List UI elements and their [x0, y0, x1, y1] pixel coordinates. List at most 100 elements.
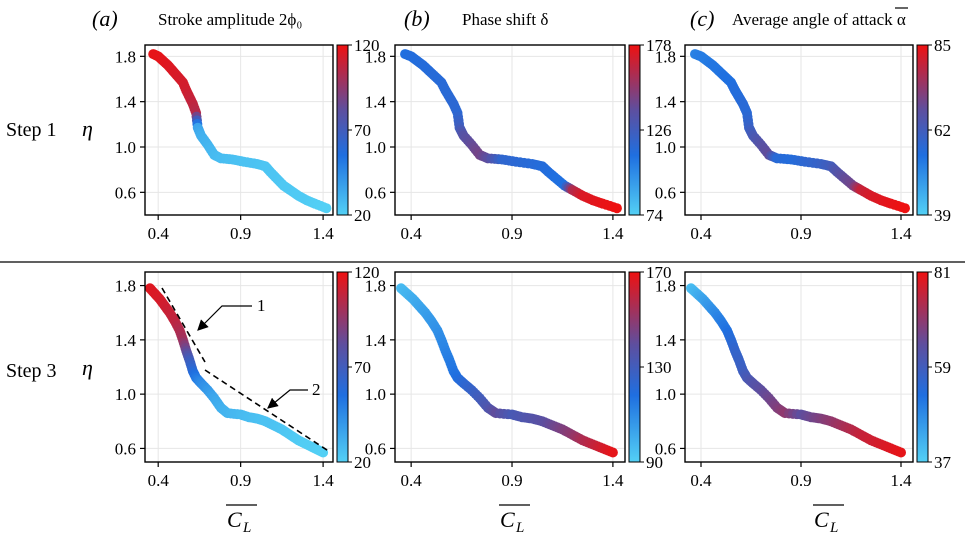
arrow-1 [197, 305, 252, 331]
x-tick-label: 1.4 [602, 471, 624, 490]
x-tick-label: 0.9 [790, 471, 811, 490]
colorbar-tick-label: 39 [934, 206, 951, 225]
colorbar-tick-label: 62 [934, 121, 951, 140]
colorbar-tick-label: 70 [354, 121, 371, 140]
y-tick-label: 1.4 [365, 331, 387, 350]
x-tick-label: 0.9 [230, 471, 251, 490]
xlabel-b: C L [499, 504, 530, 536]
colorbar-tick-label: 130 [646, 358, 672, 377]
y-tick-label: 1.4 [115, 93, 137, 112]
colorbar-tick-label: 37 [934, 453, 952, 472]
row-label-step1: Step 1 [6, 119, 57, 141]
data-point [611, 203, 622, 214]
xlabel-a: C L [226, 504, 257, 536]
colorbar [916, 44, 929, 216]
y-tick-label: 1.8 [655, 47, 676, 66]
y-tick-label: 1.0 [115, 138, 136, 157]
colorbar [916, 271, 929, 463]
data-point [896, 447, 906, 458]
svg-text:C: C [814, 507, 829, 532]
arrow-2 [267, 389, 308, 409]
x-tick-label: 0.9 [501, 224, 522, 243]
x-tick-label: 0.4 [401, 471, 423, 490]
x-tick-label: 0.4 [690, 224, 712, 243]
colorbar-tick-label: 20 [354, 206, 371, 225]
colorbar-tick-label: 74 [646, 206, 664, 225]
axes-frame [144, 271, 334, 463]
svg-text:L: L [829, 520, 838, 536]
y-tick-label: 0.6 [655, 183, 676, 202]
y-tick-label: 1.4 [655, 331, 677, 350]
y-tick-label: 1.4 [115, 331, 137, 350]
annotation-fit-lines: 1 2 [161, 287, 331, 453]
x-tick-label: 1.4 [890, 471, 912, 490]
header-c-letter: (c) [690, 6, 714, 31]
colorbar-tick-label: 20 [354, 453, 371, 472]
svg-text:C: C [227, 507, 242, 532]
panel-a-step3: 0.4 0.9 1.4 0.6 1.0 1.4 1.8 20 70 120 [115, 263, 380, 490]
axes-frame [394, 44, 626, 216]
colorbar-tick-label: 70 [354, 358, 371, 377]
y-tick-label: 1.0 [115, 385, 136, 404]
header-b-text: Phase shift δ [462, 10, 548, 29]
y-tick-label: 0.6 [365, 183, 386, 202]
header-a-text: Stroke amplitude 2ϕ₀ [158, 10, 302, 29]
header-b-letter: (b) [404, 6, 430, 31]
colorbar-tick-label: 120 [354, 263, 380, 282]
data-point [321, 203, 332, 214]
header-c-text: Average angle of attack α [732, 10, 906, 29]
y-tick-label: 1.8 [115, 277, 136, 296]
x-tick-label: 0.4 [401, 224, 423, 243]
colorbar [336, 44, 349, 216]
panel-a-step1: 0.4 0.9 1.4 0.6 1.0 1.4 1.8 20 70 120 [115, 36, 380, 243]
axes-frame [684, 271, 914, 463]
fit-line-2 [204, 369, 331, 453]
y-tick-label: 1.8 [115, 47, 136, 66]
axes-frame [394, 271, 626, 463]
panel-b-step3: 0.4 0.9 1.4 0.6 1.0 1.4 1.8 90 130 170 [365, 263, 672, 490]
axes-frame [684, 44, 914, 216]
colorbar-tick-label: 178 [646, 36, 672, 55]
x-tick-label: 1.4 [312, 224, 334, 243]
colorbar-tick-label: 85 [934, 36, 951, 55]
colorbar-tick-label: 120 [354, 36, 380, 55]
colorbar-tick-label: 81 [934, 263, 951, 282]
y-tick-label: 0.6 [115, 183, 136, 202]
y-tick-label: 1.0 [655, 385, 676, 404]
y-tick-label: 1.4 [365, 93, 387, 112]
x-tick-label: 0.9 [501, 471, 522, 490]
colorbar-tick-label: 170 [646, 263, 672, 282]
svg-text:L: L [242, 520, 251, 536]
colorbar [628, 44, 641, 216]
y-tick-label: 1.8 [365, 277, 386, 296]
y-tick-label: 1.8 [365, 47, 386, 66]
row-ylabel-step3: η [82, 355, 93, 380]
fit-line-1 [161, 287, 206, 363]
colorbar-tick-label: 126 [646, 121, 672, 140]
y-tick-label: 1.8 [655, 277, 676, 296]
colorbar [336, 271, 349, 463]
panel-c-step1: 0.4 0.9 1.4 0.6 1.0 1.4 1.8 39 62 85 [655, 36, 951, 243]
y-tick-label: 0.6 [365, 439, 386, 458]
data-point [607, 447, 618, 458]
x-tick-label: 0.4 [148, 224, 170, 243]
x-tick-label: 0.4 [690, 471, 712, 490]
annotation-2: 2 [312, 380, 321, 399]
svg-text:C: C [500, 507, 515, 532]
colorbar-tick-label: 59 [934, 358, 951, 377]
x-tick-label: 1.4 [890, 224, 912, 243]
y-tick-label: 1.4 [655, 93, 677, 112]
x-tick-label: 1.4 [312, 471, 334, 490]
y-tick-label: 1.0 [365, 385, 386, 404]
xlabel-c: C L [813, 504, 844, 536]
x-tick-label: 1.4 [602, 224, 624, 243]
x-tick-label: 0.9 [230, 224, 251, 243]
y-tick-label: 0.6 [115, 439, 136, 458]
colorbar-tick-label: 90 [646, 453, 663, 472]
x-tick-label: 0.9 [790, 224, 811, 243]
panel-c-step3: 0.4 0.9 1.4 0.6 1.0 1.4 1.8 37 59 81 [655, 263, 952, 490]
annotation-1: 1 [257, 296, 266, 315]
y-tick-label: 1.0 [365, 138, 386, 157]
header-a-letter: (a) [92, 6, 118, 31]
